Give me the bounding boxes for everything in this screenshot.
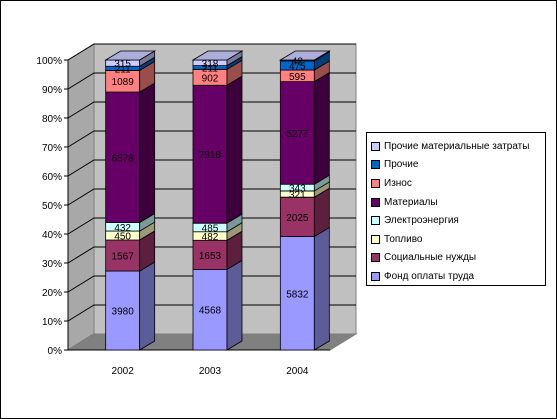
data-label: 5277 [286,129,309,140]
gridline [67,217,356,235]
data-label: 42 [292,56,304,67]
data-label: 485 [202,223,219,234]
data-label: 211 [115,64,131,75]
data-label: 315 [114,59,131,70]
data-label: 1089 [112,77,135,88]
data-label: 450 [114,232,131,243]
legend-label: Социальные нужды [384,252,477,264]
legend-label: Прочие материальные затраты [384,140,530,152]
data-label: 4568 [199,306,222,317]
legend-swatch [371,234,380,244]
data-label: 5832 [286,289,309,300]
data-label: 595 [289,72,306,83]
gridline [67,43,356,61]
y-tick-label: 50% [42,201,62,212]
legend-item: Износ [371,174,541,193]
gridline [67,275,356,293]
y-tick-label: 60% [42,172,62,183]
y-tick-label: 0% [48,346,63,357]
legend-item: Электроэнергия [371,211,541,230]
y-tick-label: 80% [42,114,62,125]
y-tick-label: 100% [36,56,62,67]
x-tick-label: 2002 [112,366,135,377]
data-label: 6578 [112,153,135,164]
bar-segment-side [226,259,243,351]
legend-swatch [371,216,380,226]
gridline [67,246,356,264]
data-label: 7818 [199,150,222,161]
legend-item: Материалы [371,193,541,212]
data-label: 475 [289,61,306,72]
legend-swatch [371,271,380,281]
legend-label: Прочие [384,159,419,171]
legend-label: Материалы [384,196,438,208]
data-label: 2025 [286,213,309,224]
data-label: 902 [202,73,219,84]
data-label: 482 [202,232,219,243]
bar-top [104,50,157,61]
y-tick-label: 20% [42,288,62,299]
data-label: 321 [289,190,306,201]
gridline [67,159,356,177]
chart-legend: Прочие материальные затраты Прочие Износ Ма… [366,132,546,286]
y-tick-label: 90% [42,85,62,96]
legend-swatch [371,253,380,263]
y-tick-label: 10% [42,317,62,328]
gridline [67,101,356,119]
bar-top [191,50,244,61]
bar-top [278,50,331,61]
data-label: 1653 [199,251,222,262]
legend-label: Износ [384,177,412,189]
legend-item: Прочие материальные затраты [371,137,541,156]
gridline [67,304,356,322]
legend-label: Фонд оплаты труда [384,270,475,282]
gridline [67,188,356,206]
bar-segment-side [139,82,156,224]
data-label: 343 [289,184,306,195]
data-label: 211 [202,63,218,74]
legend-swatch [371,141,380,151]
x-tick-label: 2003 [199,366,222,377]
gridline [67,130,356,148]
x-tick-label: 2004 [286,366,309,377]
legend-item: Прочие [371,156,541,175]
bar-segment-side [139,261,156,351]
legend-label: Топливо [384,233,423,245]
legend-swatch [371,197,380,207]
y-tick-label: 70% [42,143,62,154]
y-tick-label: 40% [42,230,62,241]
legend-item: Фонд оплаты труда [371,267,541,286]
bar-segment-side [313,71,330,185]
legend-swatch [371,160,380,170]
data-label: 432 [114,223,131,234]
data-label: 1567 [112,252,135,263]
data-label: 3980 [112,307,135,318]
gridline [67,72,356,90]
data-label: 318 [202,59,219,70]
legend-item: Социальные нужды [371,249,541,268]
bar-segment-side [226,75,243,224]
legend-swatch [371,178,380,188]
bar-segment-side [313,226,330,351]
y-tick-label: 30% [42,259,62,270]
legend-label: Электроэнергия [384,215,459,227]
legend-item: Топливо [371,230,541,249]
